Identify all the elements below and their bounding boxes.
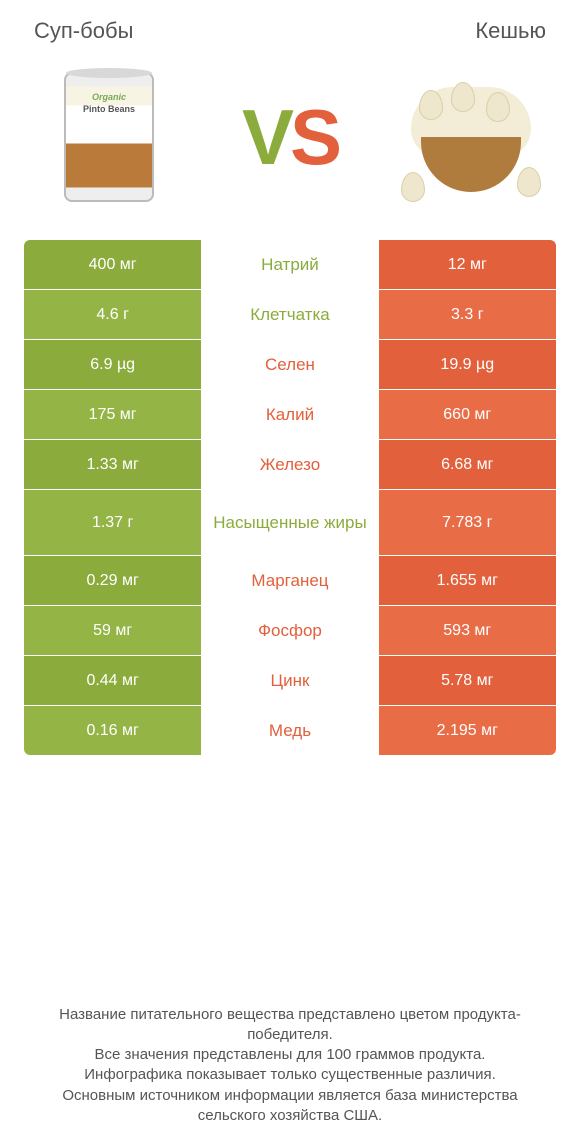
right-value: 2.195 мг	[379, 706, 556, 755]
table-row: 0.16 мгМедь2.195 мг	[24, 706, 556, 756]
footer-line-1: Название питательного вещества представл…	[34, 1005, 546, 1046]
right-value: 12 мг	[379, 240, 556, 289]
nutrient-name: Калий	[201, 390, 378, 439]
vs-label: VS	[242, 92, 338, 183]
right-title: Кешью	[475, 18, 546, 44]
right-value: 593 мг	[379, 606, 556, 655]
pinto-beans-can-icon: Organic Pinto Beans	[64, 72, 154, 202]
nutrient-table: 400 мгНатрий12 мг4.6 гКлетчатка3.3 г6.9 …	[24, 240, 556, 756]
table-row: 0.29 мгМарганец1.655 мг	[24, 556, 556, 606]
footer-line-2: Все значения представлены для 100 граммо…	[34, 1045, 546, 1065]
right-value: 1.655 мг	[379, 556, 556, 605]
vs-row: Organic Pinto Beans VS	[24, 52, 556, 240]
nutrient-name: Медь	[201, 706, 378, 755]
table-row: 175 мгКалий660 мг	[24, 390, 556, 440]
nutrient-name: Натрий	[201, 240, 378, 289]
vs-v-letter: V	[242, 93, 290, 181]
table-row: 0.44 мгЦинк5.78 мг	[24, 656, 556, 706]
can-label-pinto: Pinto Beans	[66, 104, 152, 114]
left-value: 1.33 мг	[24, 440, 201, 489]
left-value: 59 мг	[24, 606, 201, 655]
nutrient-name: Железо	[201, 440, 378, 489]
left-value: 400 мг	[24, 240, 201, 289]
right-value: 6.68 мг	[379, 440, 556, 489]
table-row: 4.6 гКлетчатка3.3 г	[24, 290, 556, 340]
infographic-root: Суп-бобы Кешью Organic Pinto Beans VS 40…	[0, 0, 580, 1144]
right-food-image	[396, 62, 546, 212]
left-title: Суп-бобы	[34, 18, 133, 44]
right-value: 3.3 г	[379, 290, 556, 339]
left-value: 0.44 мг	[24, 656, 201, 705]
table-row: 6.9 µgСелен19.9 µg	[24, 340, 556, 390]
right-value: 19.9 µg	[379, 340, 556, 389]
right-value: 5.78 мг	[379, 656, 556, 705]
left-value: 1.37 г	[24, 490, 201, 555]
left-value: 175 мг	[24, 390, 201, 439]
nutrient-name: Фосфор	[201, 606, 378, 655]
vs-s-letter: S	[290, 93, 338, 181]
table-row: 400 мгНатрий12 мг	[24, 240, 556, 290]
nutrient-name: Клетчатка	[201, 290, 378, 339]
nutrient-name: Марганец	[201, 556, 378, 605]
table-row: 59 мгФосфор593 мг	[24, 606, 556, 656]
nutrient-name: Селен	[201, 340, 378, 389]
left-value: 4.6 г	[24, 290, 201, 339]
cashew-bowl-icon	[401, 72, 541, 202]
left-value: 0.29 мг	[24, 556, 201, 605]
left-food-image: Organic Pinto Beans	[34, 62, 184, 212]
left-value: 0.16 мг	[24, 706, 201, 755]
table-row: 1.33 мгЖелезо6.68 мг	[24, 440, 556, 490]
titles-row: Суп-бобы Кешью	[24, 18, 556, 52]
nutrient-name: Насыщенные жиры	[201, 490, 378, 555]
footer-line-3: Инфографика показывает только существенн…	[34, 1065, 546, 1085]
left-value: 6.9 µg	[24, 340, 201, 389]
footer-note: Название питательного вещества представл…	[24, 985, 556, 1127]
footer-line-4: Основным источником информации является …	[34, 1086, 546, 1127]
right-value: 660 мг	[379, 390, 556, 439]
can-label-organic: Organic	[66, 92, 152, 102]
right-value: 7.783 г	[379, 490, 556, 555]
table-row: 1.37 гНасыщенные жиры7.783 г	[24, 490, 556, 556]
nutrient-name: Цинк	[201, 656, 378, 705]
